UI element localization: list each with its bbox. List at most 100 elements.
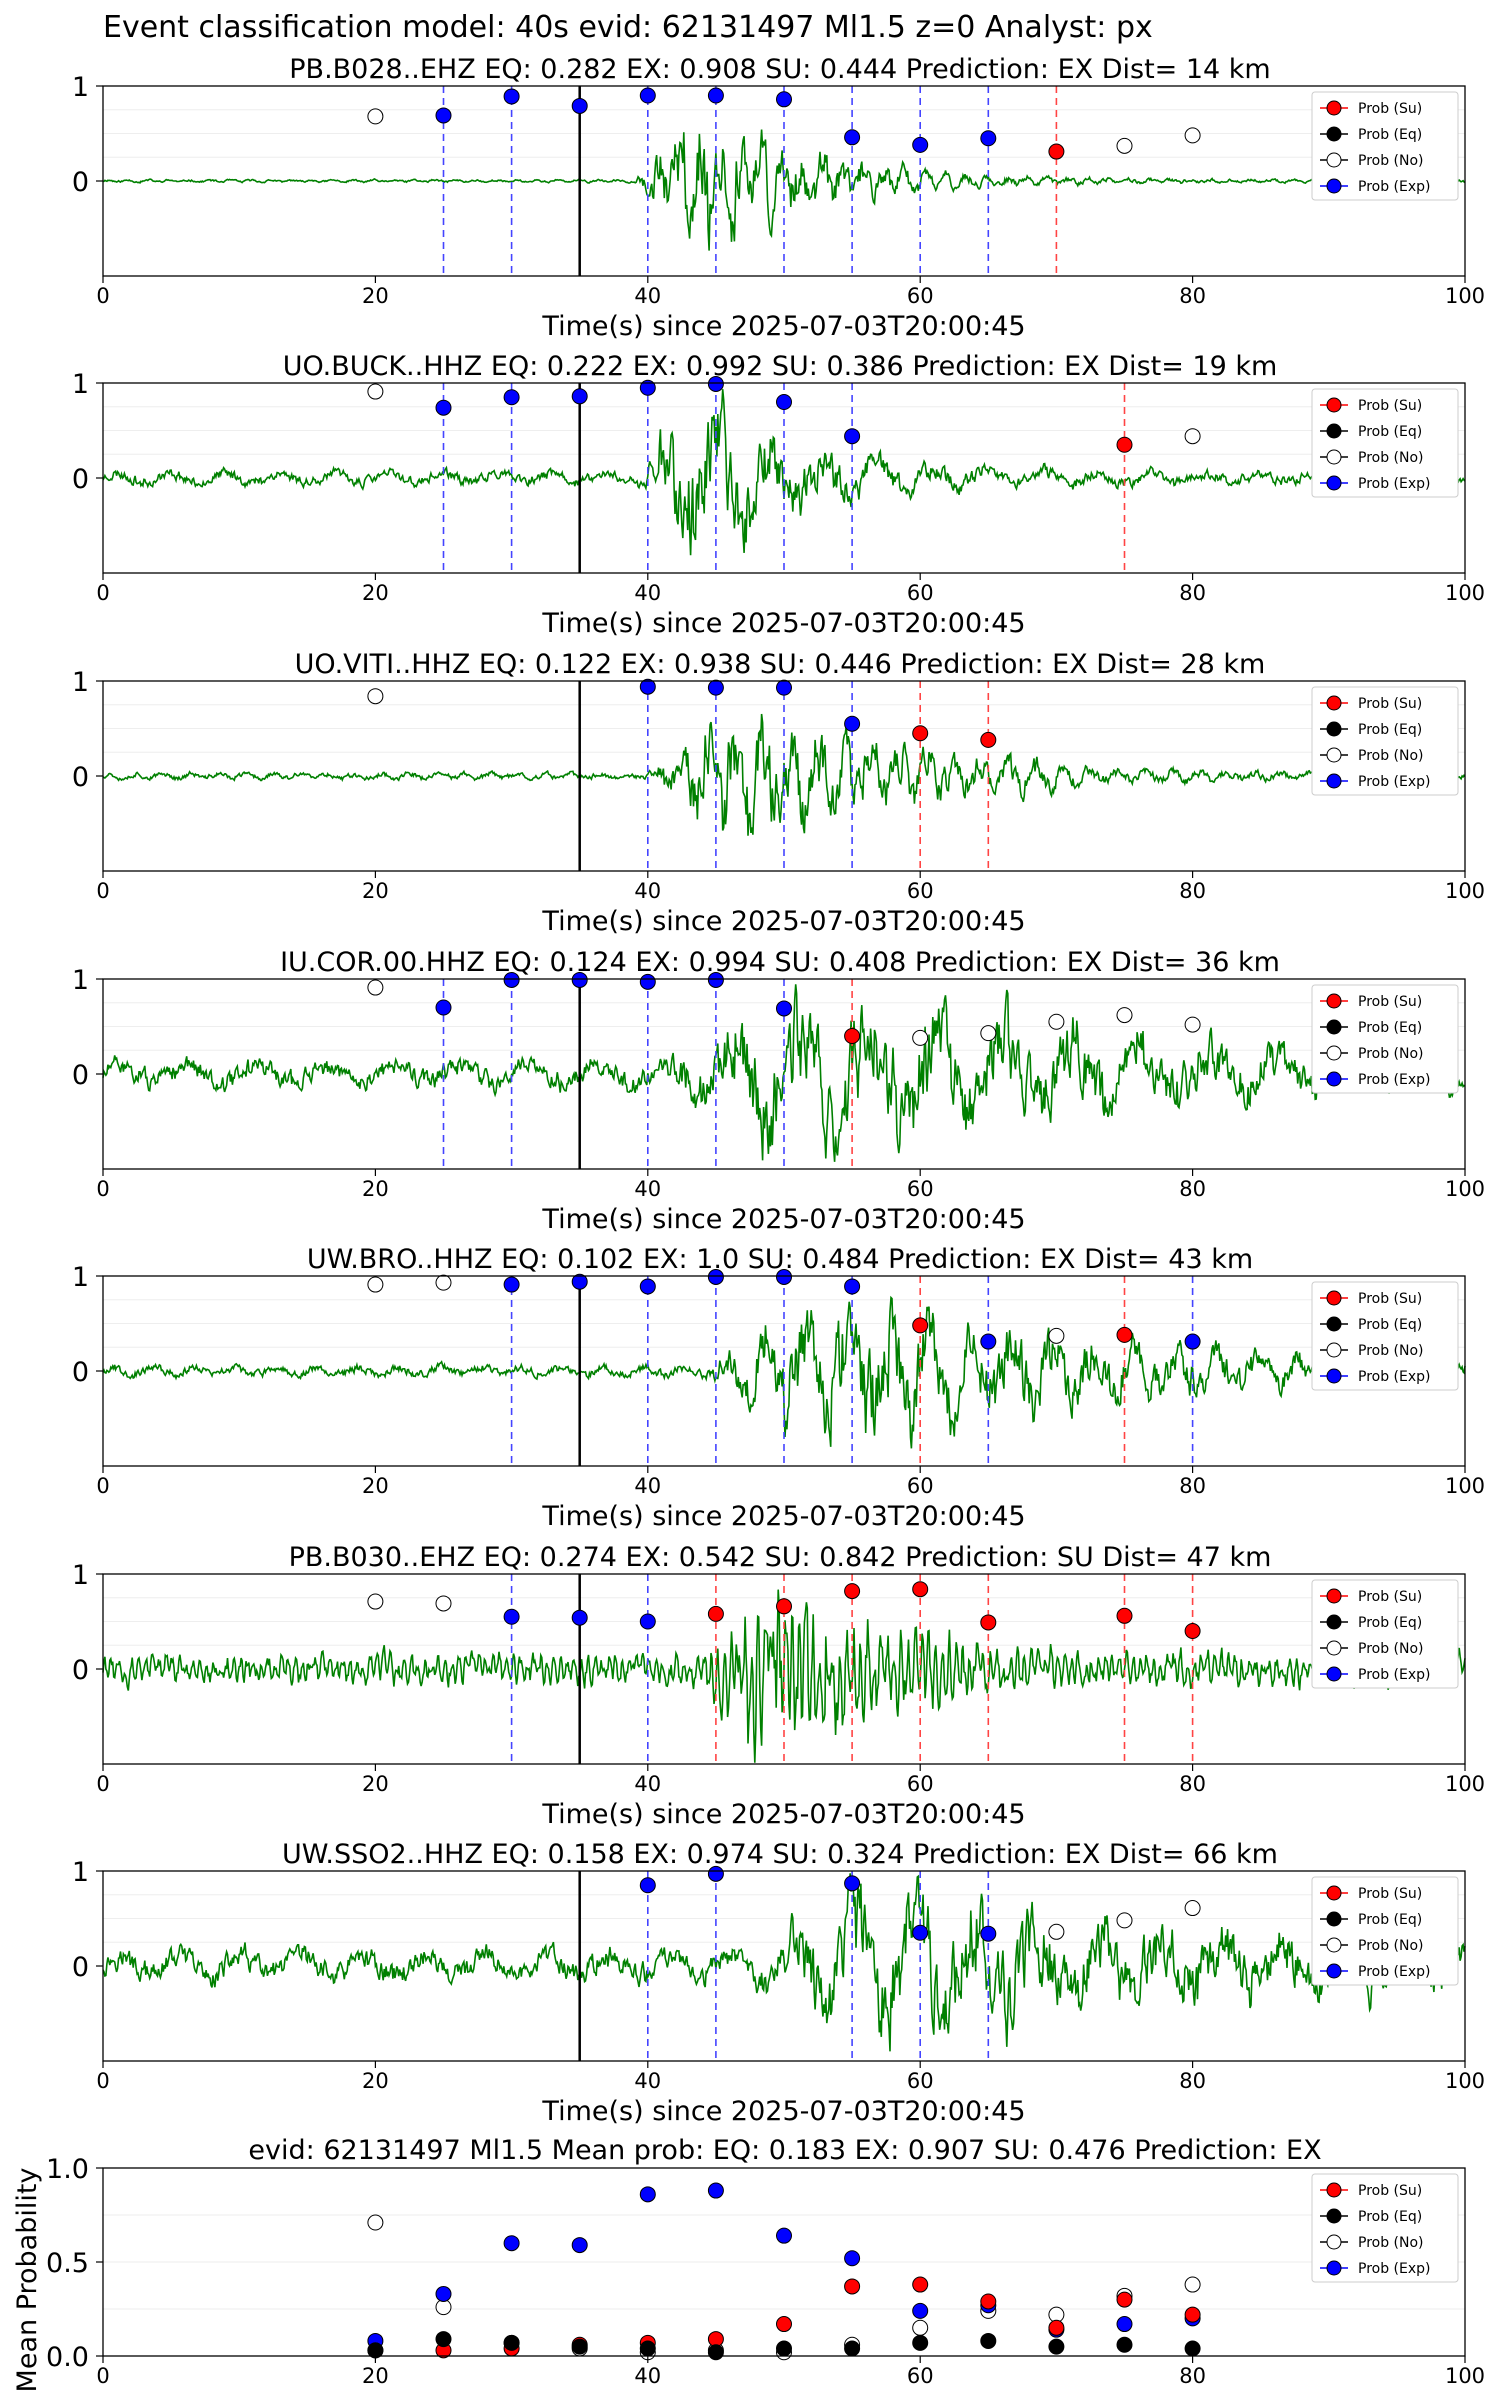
x-tick-label: 60 — [907, 1772, 934, 1796]
legend-marker — [1326, 126, 1342, 142]
waveform-trace — [102, 129, 1466, 251]
x-tick-label: 60 — [907, 1474, 934, 1498]
prob-point-exp — [844, 715, 861, 732]
prob-point-su — [707, 1605, 724, 1622]
legend-marker — [1326, 1963, 1342, 1979]
x-tick-label: 80 — [1179, 581, 1206, 605]
x-tick-label: 60 — [907, 1177, 934, 1201]
prob-point-exp — [571, 1273, 588, 1290]
prob-point-su — [980, 731, 997, 748]
prob-point-no — [1048, 1923, 1065, 1940]
legend-marker — [1326, 1071, 1342, 1087]
x-tick-label: 40 — [634, 1177, 661, 1201]
prob-point-no — [1184, 2276, 1201, 2293]
prob-point-exp — [707, 971, 724, 988]
prob-point-exp — [912, 2302, 929, 2319]
x-tick-label: 20 — [362, 2364, 389, 2388]
y-tick-label: 0 — [72, 1357, 89, 1388]
legend-box — [1311, 984, 1459, 1094]
legend-label: Prob (No) — [1358, 1046, 1424, 1062]
prob-point-eq — [844, 2340, 861, 2357]
panel-title: PB.B030..EHZ EQ: 0.274 EX: 0.542 SU: 0.8… — [289, 1542, 1272, 1573]
legend-label: Prob (Su) — [1358, 1291, 1422, 1307]
x-axis-label: Time(s) since 2025-07-03T20:00:45 — [541, 1799, 1025, 1830]
legend-marker — [1326, 2182, 1342, 2198]
y-tick-label: 0 — [72, 464, 89, 495]
legend-box — [1311, 91, 1459, 201]
x-axis-label: Time(s) since 2025-07-03T20:00:45 — [541, 608, 1025, 639]
prob-point-su — [1116, 1326, 1133, 1343]
legend-marker — [1326, 423, 1342, 439]
x-tick-label: 40 — [634, 581, 661, 605]
legend-label: Prob (Su) — [1358, 1589, 1422, 1605]
legend-box — [1311, 1876, 1459, 1986]
prob-point-su — [1048, 2319, 1065, 2336]
station-panel: UW.BRO..HHZ EQ: 0.102 EX: 1.0 SU: 0.484 … — [72, 1244, 1485, 1532]
legend-marker — [1326, 773, 1342, 789]
legend-label: Prob (Su) — [1358, 101, 1422, 117]
prob-point-su — [1048, 143, 1065, 160]
legend-marker — [1326, 1640, 1342, 1656]
prob-point-no — [1184, 1900, 1201, 1917]
prob-point-exp — [435, 2285, 452, 2302]
prob-point-exp — [776, 1268, 792, 1285]
x-tick-label: 100 — [1445, 2069, 1485, 2093]
prob-point-no — [367, 1276, 384, 1293]
prob-point-su — [776, 1598, 792, 1615]
legend-marker — [1326, 1911, 1342, 1927]
prob-point-su — [912, 1317, 929, 1334]
x-axis-label: Time(s) since 2025-07-03T20:00:45 — [541, 311, 1025, 342]
prob-point-exp — [639, 87, 656, 104]
legend-marker — [1326, 100, 1342, 116]
x-tick-label: 40 — [634, 284, 661, 308]
prob-point-exp — [707, 87, 724, 104]
prob-point-exp — [639, 1877, 656, 1894]
x-axis-label: Time(s) since 2025-07-03T20:00:45 — [541, 1204, 1025, 1235]
y-tick-label: 0.5 — [46, 2248, 89, 2279]
prob-point-su — [912, 1581, 929, 1598]
prob-point-no — [435, 1595, 452, 1612]
x-tick-label: 100 — [1445, 2364, 1485, 2388]
y-tick-label: 1 — [72, 369, 89, 400]
legend-label: Prob (Eq) — [1358, 1317, 1422, 1333]
y-axis-label: Mean Probability — [12, 2168, 43, 2393]
x-tick-label: 80 — [1179, 879, 1206, 903]
legend-marker — [1326, 1368, 1342, 1384]
legend-label: Prob (Su) — [1358, 2183, 1422, 2199]
x-tick-label: 0 — [96, 879, 109, 903]
prob-point-exp — [844, 1875, 861, 1892]
prob-point-exp — [639, 1278, 656, 1295]
prob-point-exp — [776, 91, 792, 108]
prob-point-eq — [571, 2338, 588, 2355]
prob-point-exp — [503, 2235, 520, 2252]
prob-point-exp — [844, 428, 861, 445]
legend-label: Prob (Exp) — [1358, 179, 1431, 195]
legend-marker — [1326, 993, 1342, 1009]
prob-point-exp — [1116, 2316, 1133, 2333]
legend-label: Prob (Eq) — [1358, 1615, 1422, 1631]
legend-marker — [1326, 1019, 1342, 1035]
prob-point-eq — [980, 2332, 997, 2349]
legend-marker — [1326, 397, 1342, 413]
prob-point-exp — [503, 971, 520, 988]
y-tick-label: 0 — [72, 1060, 89, 1091]
y-tick-label: 0 — [72, 1655, 89, 1686]
prob-point-su — [912, 725, 929, 742]
prob-point-exp — [571, 388, 588, 405]
prob-point-exp — [571, 971, 588, 988]
legend-marker — [1326, 721, 1342, 737]
legend-box — [1311, 686, 1459, 796]
x-tick-label: 80 — [1179, 1772, 1206, 1796]
figure-title: Event classification model: 40s evid: 62… — [103, 10, 1153, 45]
legend-label: Prob (No) — [1358, 153, 1424, 169]
station-panel: PB.B028..EHZ EQ: 0.282 EX: 0.908 SU: 0.4… — [72, 54, 1485, 342]
x-tick-label: 40 — [634, 2364, 661, 2388]
prob-point-eq — [776, 2340, 792, 2357]
prob-point-exp — [707, 375, 724, 392]
legend-label: Prob (Eq) — [1358, 2209, 1422, 2225]
prob-point-no — [367, 383, 384, 400]
prob-point-eq — [912, 2334, 929, 2351]
y-tick-label: 1 — [72, 72, 89, 103]
waveform-trace — [102, 984, 1466, 1162]
station-panel: PB.B030..EHZ EQ: 0.274 EX: 0.542 SU: 0.8… — [72, 1542, 1485, 1830]
